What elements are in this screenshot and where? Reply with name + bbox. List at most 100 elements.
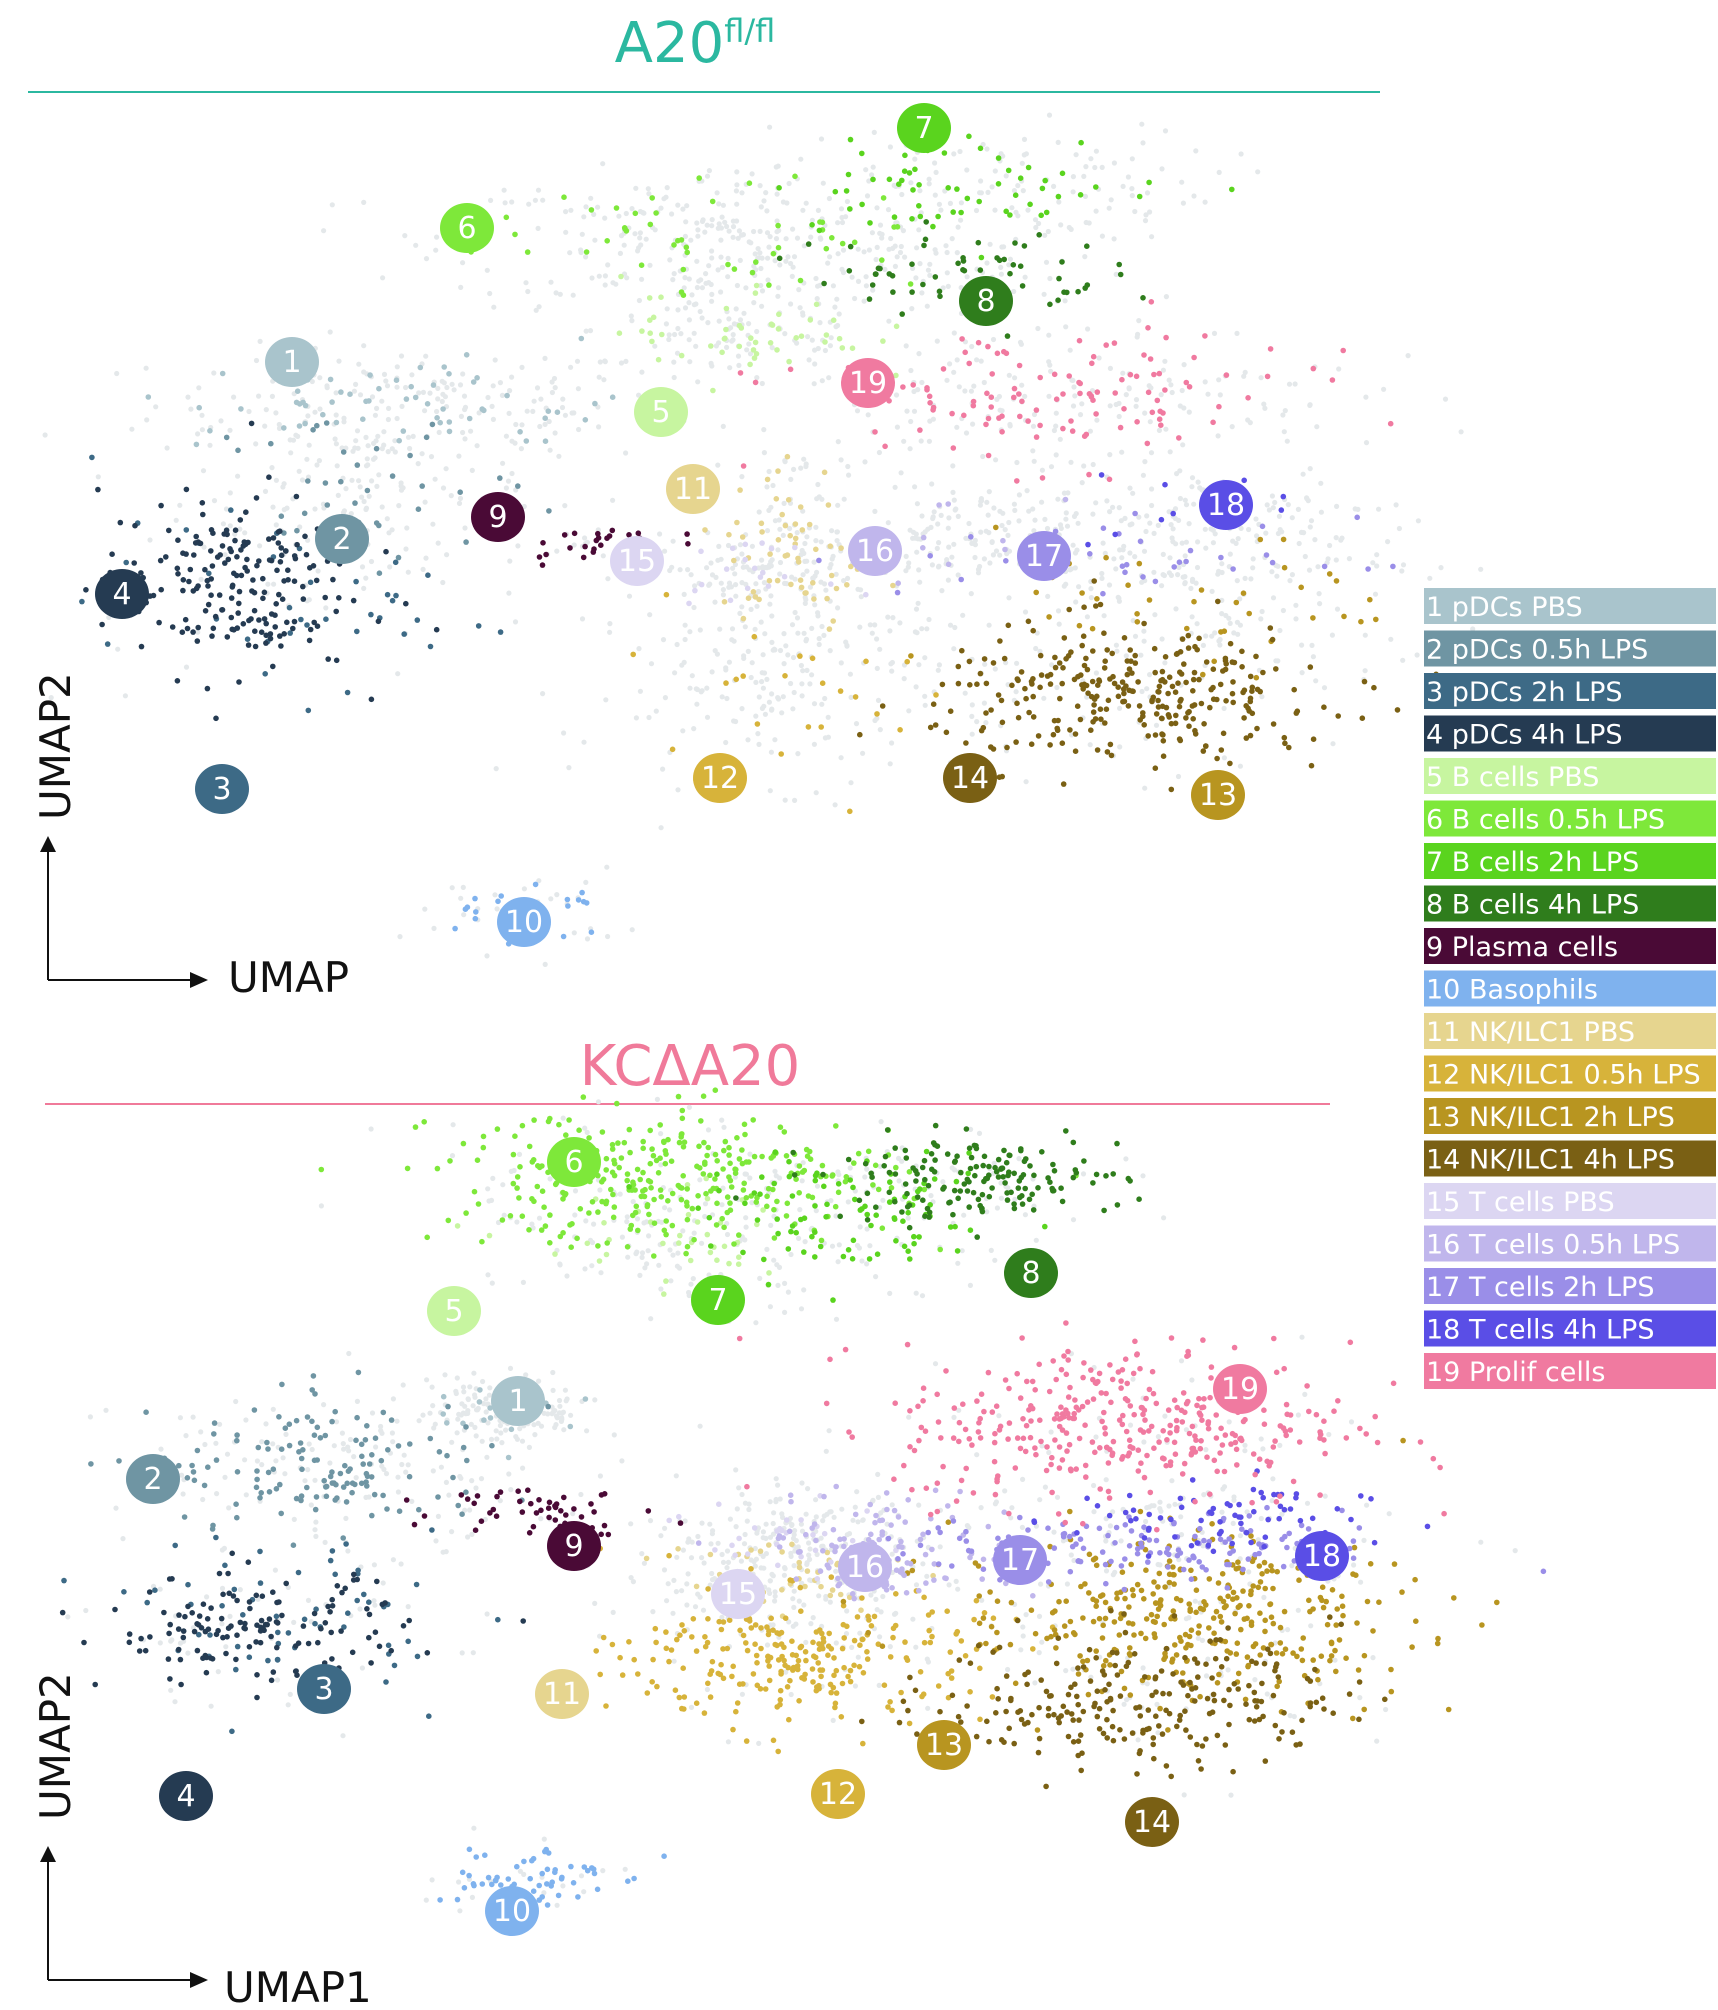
cluster-4-point — [138, 570, 144, 576]
background-cell-point — [1142, 218, 1149, 224]
cluster-16-point — [1002, 546, 1008, 553]
cluster-14-point — [1121, 635, 1128, 641]
background-cell-point — [958, 200, 965, 206]
background-cell-point — [115, 646, 121, 652]
background-cell-point — [757, 1275, 763, 1281]
cluster-14-point — [1253, 653, 1259, 660]
background-cell-point — [648, 1316, 654, 1322]
background-cell-point — [164, 445, 170, 451]
cluster-5-point — [596, 1258, 603, 1264]
cluster-12-point — [663, 591, 670, 598]
background-cell-point — [293, 432, 299, 438]
cluster-6-point — [774, 1198, 780, 1205]
background-cell-point — [652, 343, 658, 349]
cluster-4-point — [166, 1576, 173, 1582]
background-cell-point — [1253, 516, 1259, 522]
background-cell-point — [1111, 236, 1117, 242]
background-cell-point — [371, 440, 377, 446]
background-cell-point — [276, 425, 283, 431]
cluster-4-point — [266, 536, 272, 542]
top-panel-header: A20fl/fl — [28, 11, 1380, 93]
cluster-4-point — [259, 1593, 266, 1599]
background-cell-point — [321, 228, 327, 234]
background-cell-point — [725, 255, 731, 261]
background-cell-point — [177, 502, 183, 508]
background-cell-point — [1372, 591, 1379, 597]
background-cell-point — [65, 1614, 71, 1620]
cluster-2-point — [251, 1407, 258, 1413]
cluster-4-point — [242, 1625, 248, 1632]
cluster-4-point — [216, 1570, 223, 1577]
background-cell-point — [1442, 396, 1449, 402]
background-cell-point — [1020, 1624, 1026, 1630]
cluster-4-point — [203, 1669, 210, 1676]
background-cell-point — [561, 730, 567, 736]
background-cell-point — [640, 210, 646, 216]
cluster-4-point — [232, 527, 239, 533]
cluster-4-point — [291, 618, 298, 625]
background-cell-point — [392, 449, 398, 455]
background-cell-point — [1157, 1499, 1163, 1505]
cluster-13-point — [1079, 590, 1085, 596]
background-cell-point — [213, 1440, 219, 1446]
cluster-14-point — [1098, 716, 1104, 722]
cluster-18-point — [1158, 516, 1165, 523]
background-cell-point — [588, 195, 594, 201]
background-cell-point — [168, 1638, 174, 1644]
background-cell-point — [350, 448, 356, 454]
cluster-6-point — [842, 1178, 849, 1185]
background-cell-point — [983, 720, 989, 726]
background-cell-point — [717, 626, 723, 632]
background-cell-point — [730, 565, 736, 571]
background-cell-point — [761, 198, 767, 204]
background-cell-point — [1141, 628, 1147, 634]
background-cell-point — [688, 1704, 695, 1710]
cluster-3-point — [172, 1542, 178, 1549]
background-cell-point — [835, 1169, 841, 1175]
background-cell-point — [1400, 657, 1406, 663]
cluster-4-point — [180, 577, 187, 583]
background-cell-point — [874, 244, 880, 250]
background-cell-point — [1237, 1533, 1243, 1539]
background-cell-point — [834, 538, 840, 544]
background-cell-point — [1103, 1568, 1110, 1574]
top-panel-title-superscript: fl/fl — [724, 12, 775, 50]
background-cell-point — [419, 451, 425, 457]
background-cell-point — [1031, 458, 1037, 464]
cluster-14-point — [1061, 635, 1068, 641]
cluster-14-point — [1077, 716, 1084, 723]
background-cell-point — [434, 234, 440, 240]
background-cell-point — [674, 1263, 681, 1269]
background-cell-point — [1179, 179, 1185, 185]
cluster-4-point — [180, 587, 186, 594]
cluster-11-point — [702, 527, 708, 533]
cluster-3-point — [233, 1666, 239, 1673]
background-cell-point — [1061, 490, 1067, 496]
background-cell-point — [810, 576, 816, 582]
background-cell-point — [889, 659, 896, 666]
cluster-7-point — [1025, 164, 1032, 171]
cluster-5-point — [736, 343, 743, 350]
cluster-4-point — [248, 420, 255, 427]
cluster-6-point — [764, 1203, 770, 1210]
background-cell-point — [546, 418, 552, 425]
background-cell-point — [873, 1274, 879, 1280]
background-cell-point — [792, 1528, 798, 1534]
cluster-6-point — [680, 292, 687, 299]
cluster-4-point — [295, 1640, 302, 1646]
cluster-8-point — [889, 273, 896, 279]
background-cell-point — [1039, 499, 1045, 505]
background-cell-point — [829, 528, 835, 534]
cluster-3-point — [361, 1591, 367, 1598]
cluster-18-point — [1162, 481, 1168, 488]
cluster-3-point — [345, 1610, 351, 1616]
background-cell-point — [800, 207, 806, 213]
cluster-1-point — [145, 394, 152, 400]
background-cell-point — [839, 266, 845, 272]
cluster-6-point — [640, 1169, 646, 1176]
cluster-14-point — [1051, 717, 1058, 724]
background-cell-point — [906, 560, 912, 566]
cluster-3-point — [79, 598, 85, 605]
background-cell-point — [242, 530, 248, 536]
cluster-4-point — [322, 1620, 329, 1626]
